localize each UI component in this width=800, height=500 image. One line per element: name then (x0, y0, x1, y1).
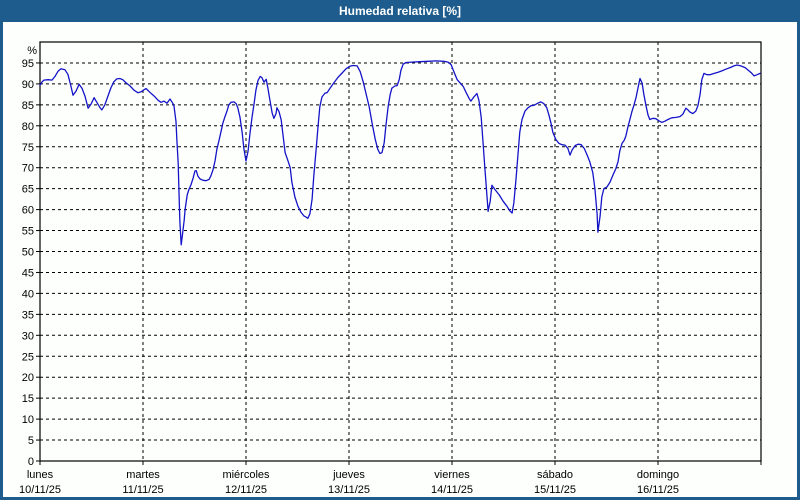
y-axis-label: 20 (22, 372, 34, 384)
y-axis-label: 50 (22, 247, 34, 259)
y-axis-label: 25 (22, 351, 34, 363)
y-axis-label: 75 (22, 142, 34, 154)
y-axis-label: 5 (28, 435, 34, 447)
y-axis-label: 40 (22, 288, 34, 300)
chart-panel: 0 5 10 15 20 25 30 35 40 45 50 55 60 65 70 75 80 85 90 95% l… (3, 22, 797, 497)
y-axis-label: 85 (22, 100, 34, 112)
x-axis-date-label: 14/11/25 (431, 484, 473, 496)
chart-title: Humedad relativa [%] (338, 4, 462, 18)
data-line (39, 60, 761, 246)
y-axis-label: 95 (22, 58, 34, 70)
x-axis-date-label: 10/11/25 (19, 484, 61, 496)
y-axis-label: 10 (22, 414, 34, 426)
x-axis-day-label: miércoles (222, 469, 270, 481)
x-axis-day-label: viernes (434, 469, 470, 481)
y-axis-label: 60 (22, 205, 34, 217)
y-axis-label: 70 (22, 163, 34, 175)
humidity-chart: 0 5 10 15 20 25 30 35 40 45 50 55 60 65 70 75 80 85 90 95% l… (19, 41, 762, 496)
y-axis-label: 35 (22, 309, 34, 321)
x-axis-day-label: domingo (637, 469, 679, 481)
title-bar: Humedad relativa [%] (0, 0, 800, 22)
x-axis-day-label: lunes (27, 469, 54, 481)
x-axis-day-label: sábado (537, 469, 573, 481)
y-axis-unit-label: % (27, 45, 37, 57)
plot-frame (39, 41, 762, 462)
y-axis-label: 80 (22, 121, 34, 133)
x-axis-date-label: 16/11/25 (637, 484, 679, 496)
y-axis-label: 15 (22, 393, 34, 405)
x-axis-day-label: jueves (332, 469, 365, 481)
x-axis-date-label: 11/11/25 (122, 484, 163, 496)
x-axis-day-label: martes (126, 469, 160, 481)
y-axis-label: 30 (22, 330, 34, 342)
y-axis-label: 65 (22, 184, 34, 196)
y-axis-label: 55 (22, 226, 34, 238)
y-axis-label: 90 (22, 79, 34, 91)
y-axis-label: 0 (28, 456, 34, 468)
x-axis-date-label: 12/11/25 (225, 484, 267, 496)
x-axis-date-label: 15/11/25 (534, 484, 576, 496)
x-axis-date-label: 13/11/25 (328, 484, 370, 496)
y-axis-label: 45 (22, 267, 34, 279)
